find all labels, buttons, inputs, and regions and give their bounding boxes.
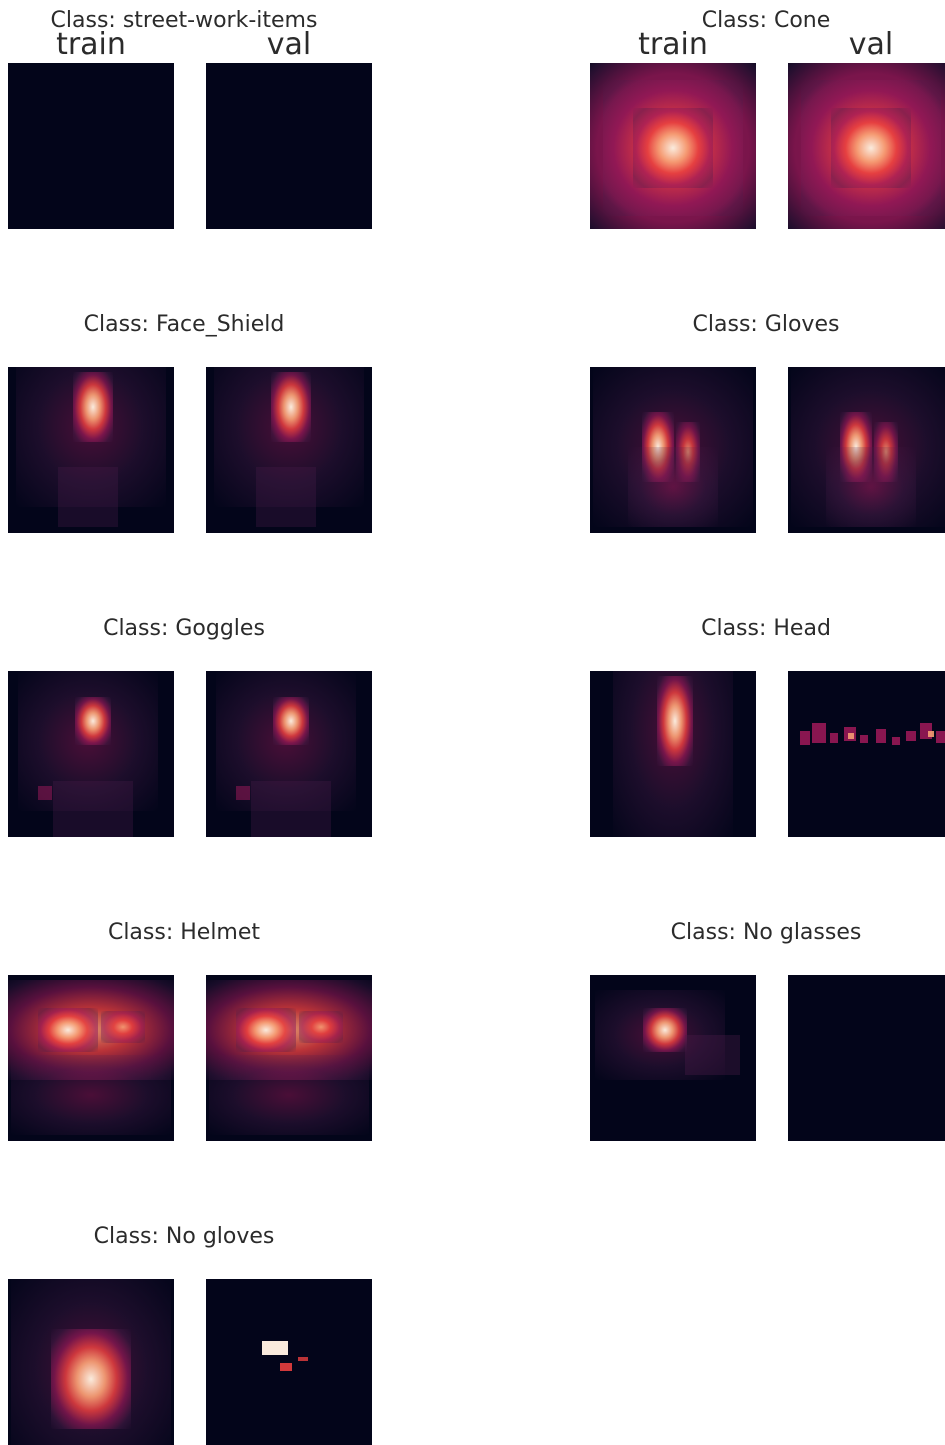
heat-box [812,723,826,743]
heatmap-val [788,63,945,229]
heat-box [936,731,945,743]
heat-box [800,731,810,745]
heatmap-train [8,975,174,1141]
heatmap-val [206,671,372,837]
heat-box [876,729,886,743]
heat-box [280,1363,292,1371]
heatmap-train [8,671,174,837]
split-label-train: train [56,27,126,62]
heatmap-val [788,671,945,837]
heat-blob [633,108,713,188]
heat-blob [73,372,113,442]
heat-blob [209,1055,369,1135]
heat-box [860,735,868,743]
heat-blob [628,447,718,527]
heat-box [848,733,854,739]
split-label-train: train [638,27,708,62]
panel-title: Class: No gloves [93,1224,275,1249]
heat-box [685,1035,740,1075]
panel-title: Class: street-work-items [50,8,318,33]
panel-title: Class: Cone [701,8,831,33]
panel-title: Class: Helmet [107,920,261,945]
heatmap-val [206,367,372,533]
heatmap-train [8,367,174,533]
heatmap-val [206,975,372,1141]
panel-title: Class: No glasses [670,920,862,945]
heat-blob [101,1011,145,1043]
heat-blob [643,1008,687,1052]
split-label-val: val [848,27,894,62]
heatmap-val [788,975,945,1141]
heat-blob [271,372,311,442]
heat-blob [676,422,700,482]
heat-blob [11,1055,171,1135]
heat-box [892,737,900,745]
split-label-val: val [266,27,312,62]
heat-blob [299,1011,343,1043]
panel-title: Class: Head [701,616,831,641]
heat-blob [236,1008,296,1052]
heatmap-train [590,975,756,1141]
panel-title: Class: Face_Shield [83,312,285,337]
heat-blob [831,108,911,188]
heat-box [262,1341,288,1355]
heat-blob [38,1008,98,1052]
heat-box [928,731,934,737]
heat-box [53,781,133,837]
heat-blob [75,697,111,745]
heatmap-train [590,63,756,229]
heat-box [236,786,250,800]
heat-box [906,731,916,741]
heat-box [256,467,316,527]
heat-box [251,781,331,837]
heat-box [262,1341,288,1355]
heat-box [38,786,52,800]
heat-blob [874,422,898,482]
heat-blob [826,447,916,527]
heatmap-train [590,671,756,837]
heat-blob [51,1329,131,1429]
panel-title: Class: Goggles [103,616,265,641]
heat-blob [642,412,674,482]
heatmap-val [206,63,372,229]
heat-box [298,1357,308,1361]
heat-blob [840,412,872,482]
heatmap-val [206,1279,372,1445]
heat-box [830,733,838,743]
panel-title: Class: Gloves [692,312,840,337]
heatmap-val [788,367,945,533]
heatmap-train [590,367,756,533]
heatmap-train [8,63,174,229]
heat-blob [273,697,309,745]
heat-box [58,467,118,527]
heat-blob [657,676,693,766]
heatmap-train [8,1279,174,1445]
